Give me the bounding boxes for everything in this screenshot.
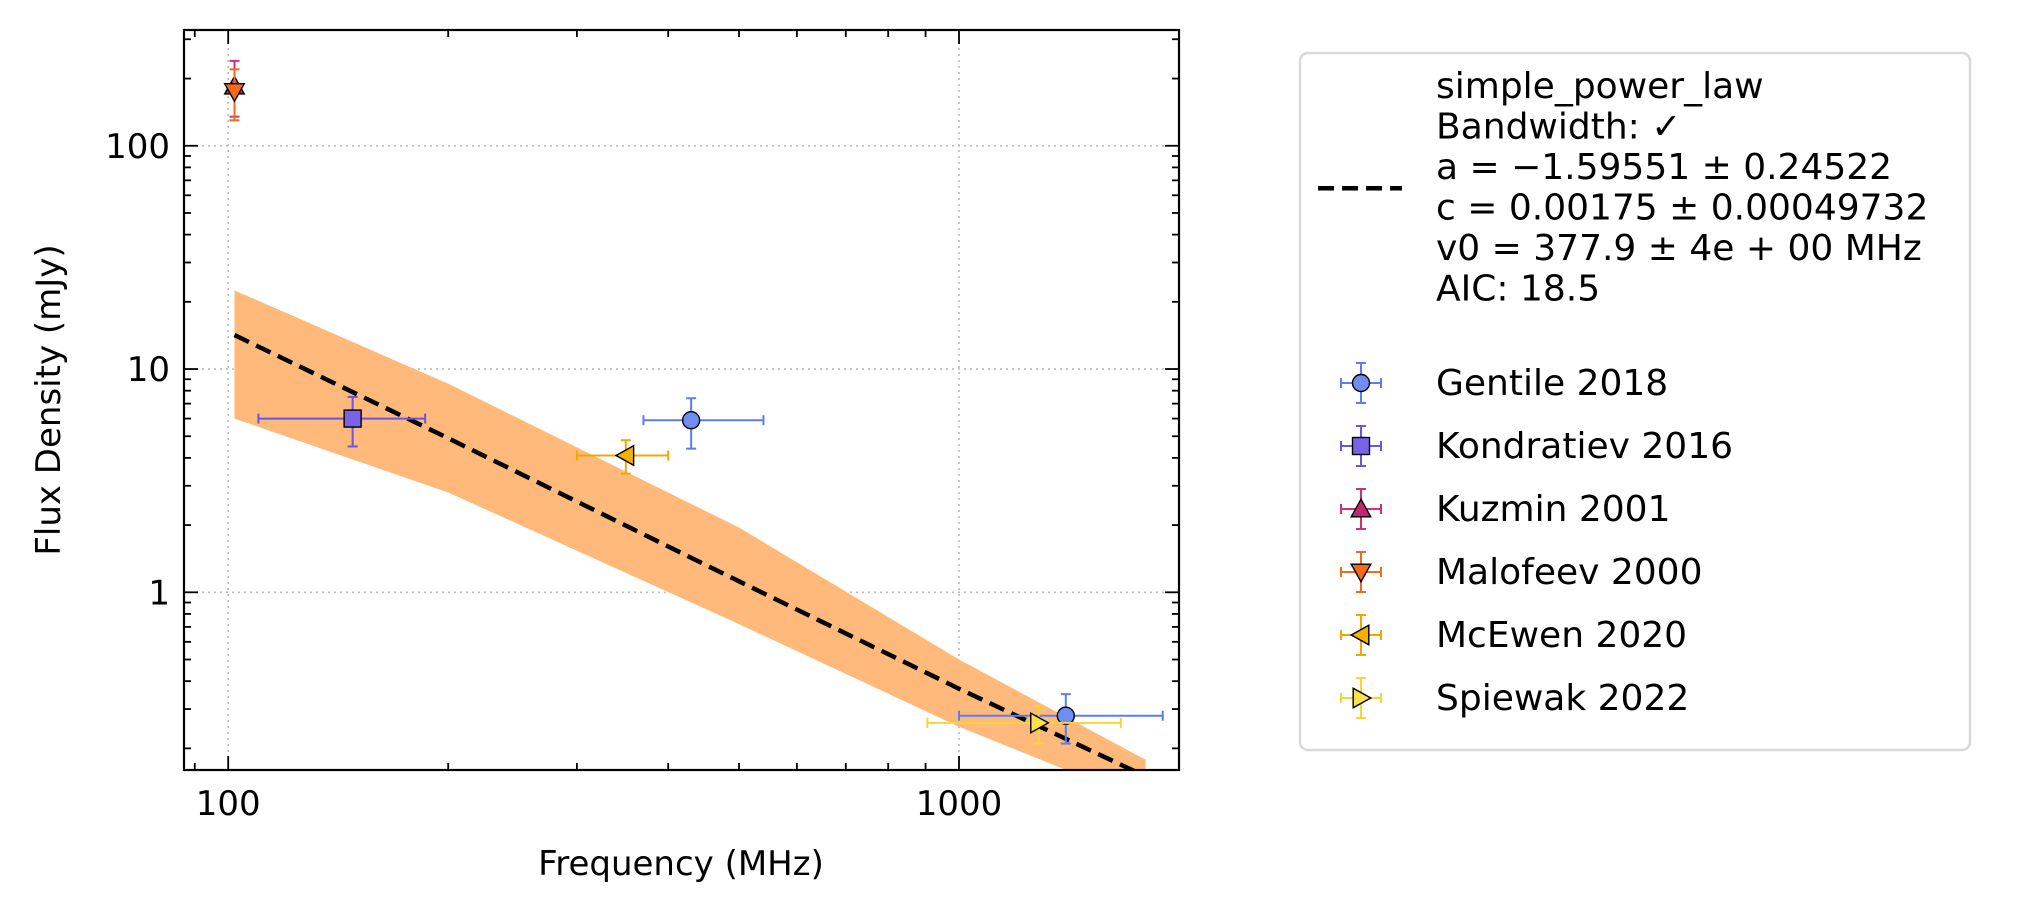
data-points-layer (223, 59, 1164, 745)
grid (184, 30, 1179, 770)
legend-fit-text: a = −1.59551 ± 0.24522 (1436, 147, 1892, 188)
x-tick-label: 100 (196, 784, 261, 824)
malofeev-2000-point (223, 82, 246, 103)
legend-malofeev-2000-marker (1350, 563, 1372, 584)
legend-series-label: Gentile 2018 (1436, 363, 1668, 404)
gentile-2018-point (1056, 706, 1075, 725)
kondratiev-2016-point (343, 409, 362, 428)
legend-kuzmin-2001-marker (1350, 497, 1372, 518)
y-tick-label: 1 (148, 573, 170, 613)
legend-frame (1298, 51, 1972, 752)
legend-fit-text: simple_power_law (1436, 66, 1764, 107)
legend-series-label: Spiewak 2022 (1436, 678, 1689, 719)
legend-spiewak-2022-marker (1352, 687, 1373, 709)
legend-series-label: McEwen 2020 (1436, 615, 1687, 656)
legend-gentile-2018-marker (1351, 373, 1371, 393)
fit-line-layer (233, 333, 1138, 770)
y-tick-label: 10 (127, 350, 170, 390)
y-tick-label: 100 (105, 127, 170, 167)
legend-fit-text: c = 0.00175 ± 0.00049732 (1436, 188, 1928, 229)
legend-kondratiev-2016-marker (1351, 436, 1371, 456)
legend-series-label: Malofeev 2000 (1436, 552, 1702, 593)
legend-fit-text: Bandwidth: ✓ (1436, 107, 1681, 148)
axis-ticks: 100 1000 1 10 100 (105, 30, 1180, 824)
legend-fit-text: AIC: 18.5 (1436, 269, 1600, 310)
fit-band-layer (234, 290, 1146, 770)
mcewen-2020-point (614, 444, 635, 467)
y-axis-label: Flux Density (mJy) (29, 244, 69, 555)
plot-frame (182, 28, 1181, 772)
fit-line (233, 333, 1138, 770)
legend-series-label: Kuzmin 2001 (1436, 489, 1670, 530)
legend-fit-text: v0 = 377.9 ± 4e + 00 MHz (1436, 228, 1922, 269)
series-spiewak-2022 (926, 704, 1122, 745)
x-tick-label: 1000 (916, 784, 1003, 824)
series-malofeev-2000 (223, 68, 246, 122)
series-gentile-2018 (642, 397, 1164, 745)
legend-series-label: Kondratiev 2016 (1436, 426, 1733, 467)
series-mcewen-2020 (575, 439, 670, 475)
gentile-2018-point (681, 410, 701, 430)
x-axis-label: Frequency (MHz) (538, 844, 824, 884)
fit-uncertainty-band (234, 290, 1146, 770)
series-kondratiev-2016 (257, 395, 427, 448)
legend-mcewen-2020-marker (1349, 624, 1370, 646)
legend-series-entries: Gentile 2018 Kondratiev 2016 Kuzmin 2001 Ma… (1340, 362, 1733, 719)
spiewak-2022-point (1030, 711, 1050, 734)
